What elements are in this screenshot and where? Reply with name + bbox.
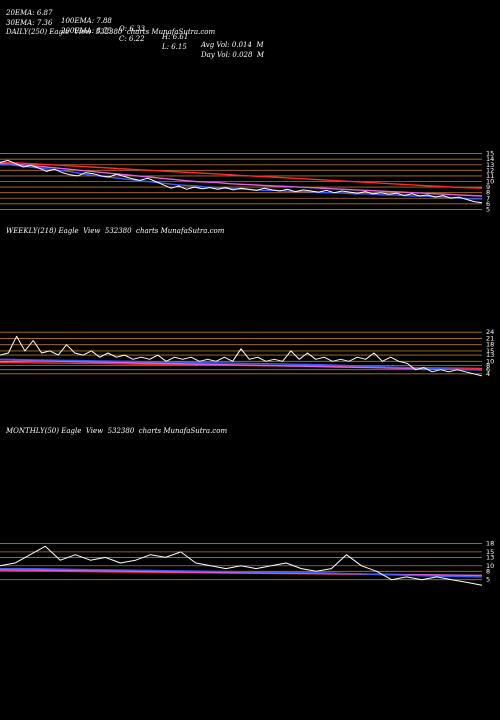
weekly-tick-label: 24	[486, 328, 494, 336]
weekly-tick-label: 8	[486, 362, 490, 370]
daily-tick-label: 13	[486, 161, 494, 169]
ema20-label: 20EMA: 6.87	[6, 9, 53, 17]
daily-tick-label: 15	[486, 150, 494, 158]
weekly-ema-mid-line	[0, 360, 483, 371]
daily-price-line	[0, 159, 483, 204]
low-label: L: 6.15	[162, 43, 187, 51]
close-label: C: 6.22	[119, 35, 145, 43]
daily-ema-mid-line	[0, 162, 483, 197]
weekly-tick-label: 21	[486, 334, 494, 342]
ema200-label: 200EMA: 8.75	[61, 27, 112, 35]
monthly-tick-label: 10	[486, 562, 494, 570]
day-vol-label: Day Vol: 0.028 M	[201, 51, 265, 59]
weekly-tick-label: 10	[486, 357, 494, 365]
daily-tick-label: 10	[486, 178, 494, 186]
daily-tick-label: 5	[486, 205, 490, 213]
open-label: O: 6.33	[119, 25, 145, 33]
ema30-label: 30EMA: 7.36	[6, 19, 53, 27]
high-label: H: 6.61	[162, 33, 189, 41]
daily-tick-label: 7	[486, 194, 490, 202]
weekly-price-line	[0, 335, 483, 377]
weekly-tick-label: 4	[486, 370, 490, 378]
weekly-tick-label: 13	[486, 351, 494, 359]
daily-tick-label: 6	[486, 200, 490, 208]
weekly-ema-short-line	[0, 358, 483, 371]
daily-ema-short-line	[0, 164, 482, 200]
monthly-price-line	[0, 545, 483, 586]
weekly-tick-label: 18	[486, 341, 494, 349]
daily-tick-label: 9	[486, 183, 490, 191]
daily-ema-long-line	[0, 161, 483, 189]
avg-vol-label: Avg Vol: 0.014 M	[201, 41, 264, 49]
weekly-panel-title: WEEKLY(218) Eagle View 532380 charts Mun…	[6, 227, 225, 235]
daily-tick-label: 14	[486, 155, 494, 163]
daily-tick-label: 8	[486, 189, 490, 197]
daily-tick-label: 12	[486, 166, 494, 174]
monthly-ema-mid-line	[0, 569, 483, 577]
ema100-label: 100EMA: 7.88	[61, 17, 112, 25]
header-row-1: 20EMA: 6.87 100EMA: 7.88 O: 6.33 H: 6.61…	[6, 1, 264, 49]
weekly-tick-label: 6	[486, 366, 490, 374]
weekly-tick-label: 15	[486, 347, 494, 355]
monthly-tick-label: 13	[486, 553, 494, 561]
monthly-panel-title: MONTHLY(50) Eagle View 532380 charts Mun…	[6, 427, 228, 435]
monthly-tick-label: 8	[486, 567, 490, 575]
daily-panel-title: DAILY(250) Eagle View 532380 charts Muna…	[6, 28, 216, 36]
monthly-tick-label: 15	[486, 548, 494, 556]
monthly-tick-label: 5	[486, 576, 490, 584]
monthly-ema-short-line	[0, 567, 483, 578]
monthly-tick-label: 18	[486, 540, 494, 548]
daily-tick-label: 11	[486, 172, 494, 180]
header-row-2: 30EMA: 7.36 200EMA: 8.75 C: 6.22 L: 6.15…	[6, 11, 264, 59]
